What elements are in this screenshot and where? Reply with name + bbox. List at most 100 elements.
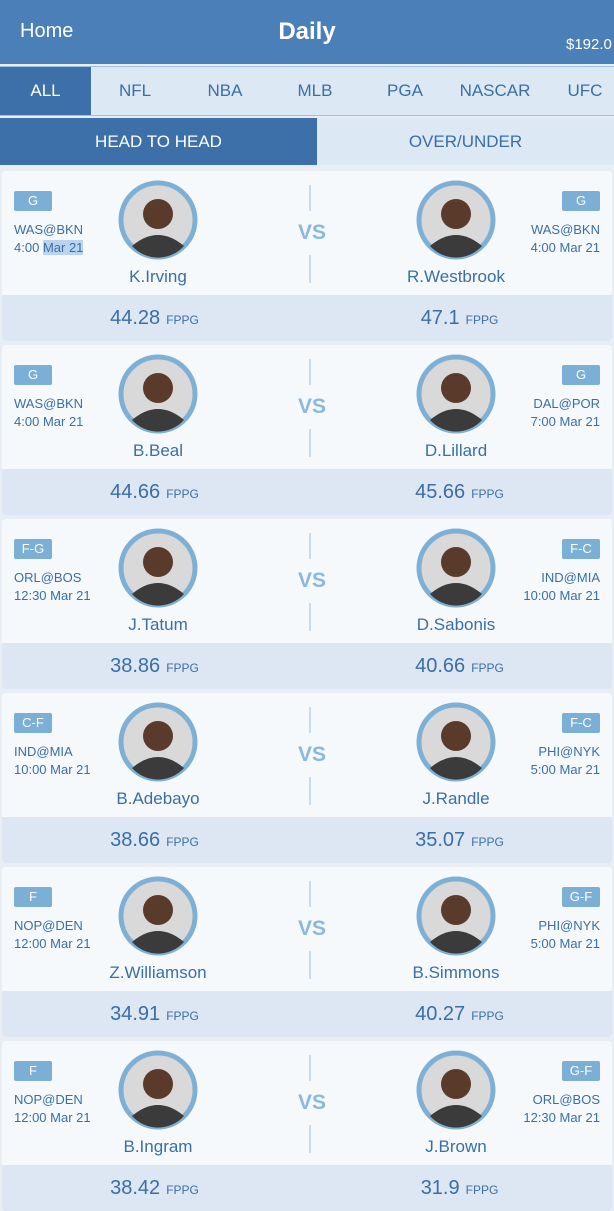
position-badge: G <box>14 191 52 211</box>
sport-tab[interactable]: ALL <box>0 67 91 115</box>
position-badge: G <box>562 365 600 385</box>
date: Mar 21 <box>50 936 91 951</box>
date: Mar 21 <box>42 240 84 255</box>
player-photo <box>416 876 496 956</box>
date: Mar 21 <box>559 588 600 603</box>
divider <box>309 1125 311 1153</box>
sport-tab[interactable]: MLB <box>297 81 333 100</box>
player-photo <box>118 354 198 434</box>
player-name: D.Lillard <box>424 441 488 460</box>
position-badge: F <box>14 887 52 907</box>
sport-tab[interactable]: NFL <box>118 81 152 100</box>
player-photo <box>416 1050 496 1130</box>
divider <box>309 777 311 805</box>
game: IND@MIA <box>541 570 600 585</box>
matchup-card[interactable]: C-F IND@MIA 10:00 Mar 21 B.Adebayo 38.66 FPPG… <box>2 693 612 863</box>
divider <box>309 359 311 385</box>
date: Mar 21 <box>50 762 91 777</box>
fppg-value: 44.28 <box>110 307 161 329</box>
fppg-strip <box>2 295 612 341</box>
mode-tab[interactable]: HEAD TO HEAD <box>0 118 317 165</box>
date: Mar 21 <box>559 936 600 951</box>
divider <box>309 603 311 631</box>
game: PHI@NYK <box>538 918 600 933</box>
time: 10:00 <box>14 762 47 777</box>
divider <box>309 533 311 559</box>
time: 10:00 <box>523 588 556 603</box>
game-time: 5:00 Mar 21 <box>531 936 600 951</box>
time: 4:00 <box>14 414 40 429</box>
divider <box>309 951 311 979</box>
matchup-card[interactable]: G WAS@BKN 4:00 Mar 21 B.Beal 44.66 FPPG G DAL@P… <box>2 345 612 515</box>
game: PHI@NYK <box>538 744 600 759</box>
player-photo <box>118 702 198 782</box>
fppg-unit: FPPG <box>465 1183 499 1197</box>
time: 5:00 <box>530 936 556 951</box>
fppg: 40.27 FPPG <box>307 1003 612 1026</box>
player-name: B.Beal <box>132 441 184 460</box>
player-name: Z.Williamson <box>109 963 207 982</box>
vs-label: VS <box>297 221 326 244</box>
player-name: J.Tatum <box>128 615 188 634</box>
fppg-value: 45.66 <box>415 481 466 503</box>
fppg-value: 38.66 <box>110 829 161 851</box>
sport-tab[interactable]: NASCAR <box>459 81 531 100</box>
position-badge: C-F <box>14 713 52 733</box>
player-photo <box>416 528 496 608</box>
home-link[interactable]: Home <box>20 20 74 42</box>
fppg: 44.28 FPPG <box>2 307 307 330</box>
player-photo <box>416 180 496 260</box>
player-name: D.Sabonis <box>416 615 496 634</box>
sport-tab[interactable]: NBA <box>207 81 243 100</box>
divider <box>309 881 311 907</box>
player-photo <box>118 180 198 260</box>
time: 12:00 <box>14 936 47 951</box>
fppg: 40.66 FPPG <box>307 655 612 678</box>
fppg: 38.66 FPPG <box>2 829 307 852</box>
matchup-card[interactable]: F-G ORL@BOS 12:30 Mar 21 J.Tatum 38.86 FPPG F-… <box>2 519 612 689</box>
player-name: B.Adebayo <box>116 789 200 808</box>
game-time: 7:00 Mar 21 <box>531 414 600 429</box>
time: 12:30 <box>14 588 47 603</box>
position-badge: F-G <box>14 539 52 559</box>
fppg: 38.42 FPPG <box>2 1177 307 1200</box>
fppg-unit: FPPG <box>471 1009 504 1023</box>
fppg-strip <box>2 991 612 1037</box>
matchup-card[interactable]: G WAS@BKN 4:00 Mar 21 K.Irving 44.28 FPPG G WAS… <box>2 171 612 341</box>
time: 12:30 <box>523 1110 556 1125</box>
sport-tab[interactable]: PGA <box>387 81 423 100</box>
fppg-unit: FPPG <box>166 487 199 501</box>
game-time: 10:00 Mar 21 <box>14 762 91 777</box>
player-photo <box>416 354 496 434</box>
fppg-value: 38.42 <box>110 1177 161 1199</box>
fppg-unit: FPPG <box>166 835 199 849</box>
fppg: 38.86 FPPG <box>2 655 307 678</box>
position-badge: F-C <box>562 713 600 733</box>
fppg-strip <box>2 469 612 515</box>
sport-tab[interactable]: UFC <box>567 81 603 100</box>
matchup-card[interactable]: F NOP@DEN 12:00 Mar 21 B.Ingram 38.42 FPPG G-F… <box>2 1041 612 1211</box>
fppg-value: 35.07 <box>415 829 466 851</box>
game: IND@MIA <box>14 744 73 759</box>
player-photo <box>416 702 496 782</box>
divider <box>309 185 311 211</box>
date: Mar 21 <box>50 1110 91 1125</box>
position-badge: F-C <box>562 539 600 559</box>
game-time: 12:00 Mar 21 <box>14 936 91 951</box>
game: DAL@POR <box>533 396 600 411</box>
fppg-value: 40.27 <box>415 1003 466 1025</box>
game-time: 4:00 Mar 21 <box>531 240 600 255</box>
fppg-value: 40.66 <box>415 655 466 677</box>
mode-tab[interactable]: OVER/UNDER <box>408 132 523 151</box>
game-time: 12:00 Mar 21 <box>14 1110 91 1125</box>
game: WAS@BKN <box>14 222 84 237</box>
divider <box>309 1055 311 1081</box>
game-time: 4:00 Mar 21 <box>14 240 84 255</box>
header: Home Daily $192.0 <box>0 0 614 64</box>
date: Mar 21 <box>559 414 600 429</box>
matchup-card[interactable]: F NOP@DEN 12:00 Mar 21 Z.Williamson 34.91 FPP… <box>2 867 612 1037</box>
vs-label: VS <box>297 917 326 940</box>
player-name: B.Simmons <box>412 963 500 982</box>
fppg-value: 47.1 <box>420 307 460 329</box>
